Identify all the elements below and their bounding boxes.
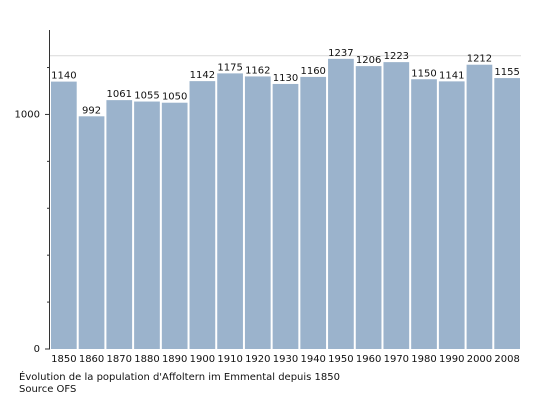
value-label-1960: 1206 <box>356 55 381 66</box>
bar-1870 <box>106 100 133 349</box>
x-tick-label-1960: 1960 <box>356 354 381 365</box>
bar-1910 <box>217 73 243 350</box>
bar-2000 <box>466 64 493 349</box>
bar-2008 <box>494 78 520 349</box>
x-tick-label-1970: 1970 <box>384 354 409 365</box>
x-tick-label-1950: 1950 <box>328 354 353 365</box>
bar-1980 <box>411 79 437 349</box>
chart-caption-source: Source OFS <box>19 384 77 395</box>
value-label-1940: 1160 <box>300 66 325 77</box>
x-tick-label-2008: 2008 <box>494 354 519 365</box>
bars-group <box>51 58 520 350</box>
value-label-1860: 992 <box>82 105 101 116</box>
x-tick-label-1870: 1870 <box>107 354 132 365</box>
value-label-2000: 1212 <box>467 54 492 65</box>
x-tick-label-1880: 1880 <box>134 354 159 365</box>
x-tick-label-1860: 1860 <box>79 354 104 365</box>
value-label-1930: 1130 <box>273 73 298 84</box>
bar-1950 <box>328 58 354 349</box>
bar-1900 <box>189 81 216 350</box>
value-label-1880: 1055 <box>134 91 159 102</box>
value-label-1970: 1223 <box>384 51 409 62</box>
x-tick-label-1900: 1900 <box>190 354 215 365</box>
bar-1960 <box>355 66 382 349</box>
y-tick-label-0: 0 <box>34 344 40 355</box>
bar-1890 <box>161 102 188 350</box>
x-tick-label-1850: 1850 <box>51 354 76 365</box>
x-tick-label-1920: 1920 <box>245 354 270 365</box>
bar-1850 <box>51 81 77 350</box>
x-tick-labels-group: 1850 1860 1870 1880 1890 1900 1910 1920 1930 1940… <box>51 354 520 365</box>
x-tick-label-1980: 1980 <box>411 354 436 365</box>
value-label-1870: 1061 <box>107 89 132 100</box>
x-tick-label-2000: 2000 <box>467 354 492 365</box>
chart-caption-title: Évolution de la population d'Affoltern i… <box>19 372 341 383</box>
x-tick-label-1890: 1890 <box>162 354 187 365</box>
value-label-2008: 1155 <box>494 67 519 78</box>
bar-1970 <box>383 62 410 350</box>
value-label-1990: 1141 <box>439 70 464 81</box>
y-ticks-group: 0 1000 <box>15 67 50 355</box>
x-tick-label-1910: 1910 <box>217 354 242 365</box>
value-label-1850: 1140 <box>51 71 76 82</box>
x-tick-label-1930: 1930 <box>273 354 298 365</box>
value-label-1950: 1237 <box>328 48 353 59</box>
value-label-1920: 1162 <box>245 65 270 76</box>
bar-1990 <box>438 81 465 350</box>
bar-1930 <box>272 83 299 349</box>
value-label-1910: 1175 <box>217 62 242 73</box>
bar-1860 <box>78 116 105 349</box>
value-label-1890: 1050 <box>162 92 187 103</box>
value-label-1980: 1150 <box>411 68 436 79</box>
x-tick-label-1990: 1990 <box>439 354 464 365</box>
bar-1940 <box>300 76 327 349</box>
x-tick-label-1940: 1940 <box>300 354 325 365</box>
bar-1880 <box>134 101 160 350</box>
value-label-1900: 1142 <box>190 70 215 81</box>
bar-1920 <box>244 76 271 349</box>
y-tick-label-1000: 1000 <box>15 109 40 120</box>
